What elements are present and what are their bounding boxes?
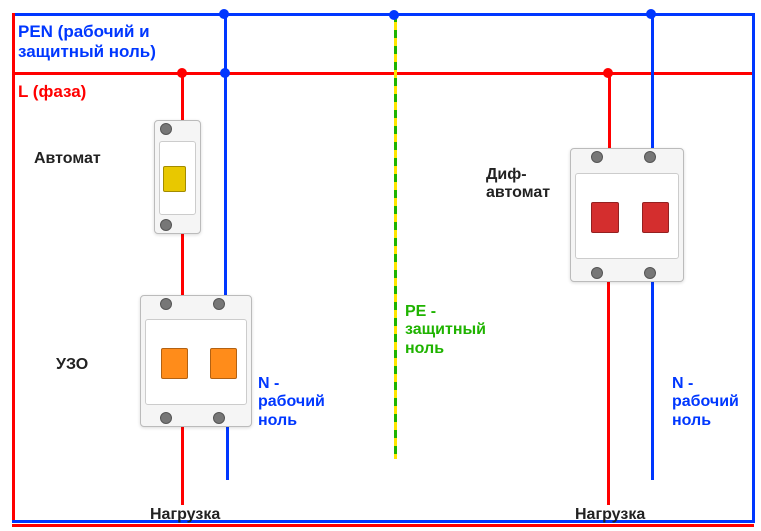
wire-pe-vert xyxy=(394,14,397,459)
wire-pen-left-drop xyxy=(224,13,227,75)
label-pe_protect: PE - защитный ноль xyxy=(405,303,486,358)
wire-frame-right xyxy=(752,13,755,523)
label-l_phase: L (фаза) xyxy=(18,82,86,102)
device-dif xyxy=(570,148,684,282)
label-load_left: Нагрузка xyxy=(150,506,220,524)
wire-uzo-out-L xyxy=(181,425,184,505)
junction-dot xyxy=(219,9,229,19)
label-automat: Автомат xyxy=(34,150,101,168)
wire-pen-top-h xyxy=(12,13,754,16)
wire-frame-left xyxy=(12,13,15,523)
wire-frame-bot-red xyxy=(12,524,754,527)
junction-dot xyxy=(220,68,230,78)
label-pen_title: PEN (рабочий и защитный ноль) xyxy=(18,22,156,61)
wire-dif-in-N xyxy=(651,13,654,154)
wire-dif-out-N xyxy=(651,280,654,480)
wire-dif-in-L xyxy=(608,72,611,154)
junction-dot xyxy=(646,9,656,19)
device-uzo xyxy=(140,295,252,427)
label-uzo: УЗО xyxy=(56,356,88,374)
wire-dif-out-L xyxy=(607,280,610,505)
label-n_work_right: N - рабочий ноль xyxy=(672,375,739,430)
wire-automat-to-uzo-L xyxy=(181,232,184,295)
wire-uzo-out-N xyxy=(226,425,229,480)
wire-phase-top-h xyxy=(12,72,754,75)
junction-dot xyxy=(177,68,187,78)
label-dif_automat: Диф- автомат xyxy=(486,166,550,203)
label-load_right: Нагрузка xyxy=(575,506,645,524)
diagram-stage: PEN (рабочий и защитный ноль) L (фаза) Авт… xyxy=(0,0,761,531)
wire-pen-to-uzo-N xyxy=(224,72,227,295)
junction-dot xyxy=(389,10,399,20)
label-n_work_left: N - рабочий ноль xyxy=(258,375,325,430)
junction-dot xyxy=(603,68,613,78)
device-automat xyxy=(154,120,201,234)
wire-phase-to-automat xyxy=(181,72,184,122)
